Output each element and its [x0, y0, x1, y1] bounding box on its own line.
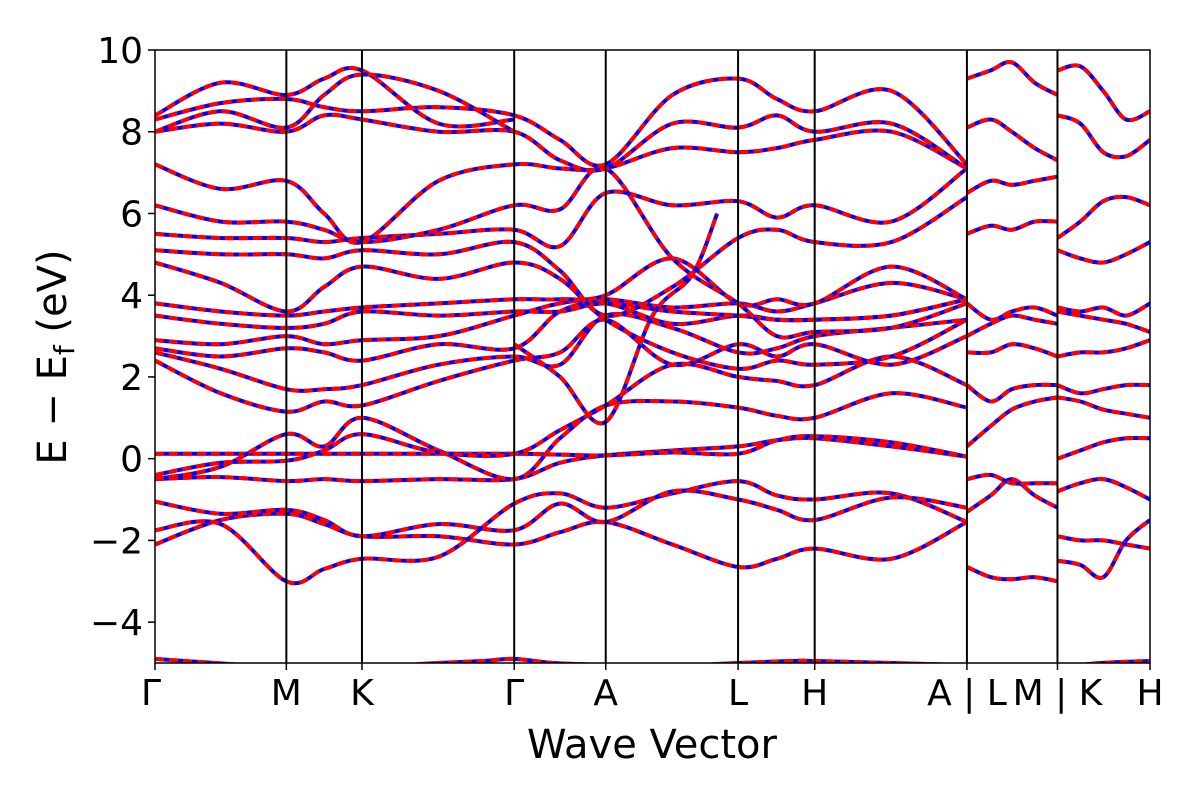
band-37-spin-up	[1056, 476, 1150, 502]
band-44-spin-down	[1056, 240, 1150, 265]
band-35-spin-down	[1057, 518, 1150, 580]
band-30-spin-down	[965, 301, 1059, 322]
band-18-spin-down	[155, 112, 968, 173]
band-16-spin-down	[155, 165, 968, 340]
band-24-spin-down	[965, 477, 1059, 514]
x-tick-label-3: Γ	[504, 673, 524, 714]
x-tick-label-9: H	[1136, 673, 1163, 714]
y-tick-label-4: 4	[120, 276, 143, 317]
band-26-spin-down	[965, 395, 1058, 448]
y-axis-label-main: E − E	[30, 355, 76, 465]
band-45-spin-down	[1056, 194, 1150, 240]
band-40-spin-down	[1056, 382, 1150, 396]
band-23-spin-down	[966, 565, 1058, 584]
band-42-spin-down	[1057, 309, 1150, 334]
x-tick-label-8: M | K	[1013, 673, 1104, 714]
band-20-spin-up	[155, 65, 515, 129]
band-29-spin-down	[965, 313, 1058, 338]
band-8-spin-down	[155, 311, 968, 393]
band-46-spin-down	[1056, 113, 1150, 160]
x-tick-label-4: A	[593, 673, 618, 714]
band-17-spin-up	[155, 128, 968, 245]
band-2-spin-down	[155, 488, 968, 539]
y-axis-label-sub: f	[48, 344, 81, 355]
x-tick-label-7: A | L	[927, 673, 1007, 714]
band-7-spin-down	[155, 317, 968, 414]
band-3-spin-down	[155, 435, 968, 484]
y-tick-label-7: 10	[97, 31, 143, 72]
x-tick-label-1: M	[271, 673, 302, 714]
x-tick-label-5: L	[728, 673, 748, 714]
band-1-spin-down	[155, 479, 968, 586]
x-tick-label-0: Γ	[141, 673, 161, 714]
band-28-spin-down	[966, 342, 1059, 359]
band-38-spin-down	[1056, 435, 1150, 461]
band-34-spin-down	[966, 59, 1059, 97]
band-19-spin-down	[155, 76, 969, 168]
band-19-spin-up	[155, 76, 969, 168]
band-29-spin-up	[965, 313, 1058, 338]
band-31-spin-down	[966, 219, 1058, 236]
band-12-spin-down	[155, 256, 968, 318]
y-axis-label-unit: (eV)	[30, 249, 76, 345]
band-0-spin-up	[155, 511, 968, 570]
band-43-spin-down	[1057, 301, 1150, 318]
x-tick-label-6: H	[801, 673, 828, 714]
band-12-spin-up	[155, 256, 968, 318]
band-41-spin-down	[1057, 338, 1150, 359]
y-axis-ticks: −4 −2 0 2 4 6 8 10	[90, 31, 155, 644]
band-44-spin-up	[1056, 240, 1150, 265]
band-21-spin-down	[155, 72, 516, 134]
band-39-spin-down	[1057, 395, 1150, 420]
y-axis-label: E − Ef (eV)	[30, 249, 81, 464]
band-11-spin-down	[155, 297, 968, 330]
band-25-spin-down	[966, 472, 1058, 486]
band-4-spin-down	[155, 434, 968, 459]
y-tick-label-5: 6	[120, 194, 143, 235]
band-17-spin-down	[155, 128, 968, 245]
band-36-spin-down	[1057, 534, 1150, 551]
band-20-spin-down	[155, 65, 515, 129]
band-14-spin-down	[155, 195, 968, 318]
x-tick-label-2: K	[350, 673, 375, 714]
band-27-spin-down	[965, 382, 1058, 404]
kpoint-lines	[285, 50, 1059, 663]
band-lines	[155, 59, 1150, 663]
y-tick-label-3: 2	[120, 358, 143, 399]
y-tick-label-2: 0	[120, 440, 143, 481]
band-32-spin-down	[965, 174, 1058, 195]
band-37-spin-down	[1056, 476, 1150, 502]
band-33-spin-down	[966, 117, 1059, 163]
band-15-spin-down	[155, 166, 969, 250]
y-tick-label-6: 8	[120, 113, 143, 154]
y-tick-label-0: −4	[90, 603, 143, 644]
band-26-spin-up	[965, 395, 1058, 448]
band-5-spin-down	[155, 391, 968, 482]
band-22-spin-down	[513, 212, 720, 426]
band-13-spin-down	[155, 260, 968, 371]
x-axis-label: Wave Vector	[527, 722, 778, 768]
band-6-spin-down	[155, 354, 968, 477]
band-6-spin-up	[155, 354, 968, 477]
band-35-spin-up	[1057, 518, 1150, 580]
plot-frame	[154, 49, 1151, 664]
band-47-spin-down	[1056, 63, 1150, 123]
y-tick-label-1: −2	[90, 521, 143, 562]
band-0-spin-down	[155, 511, 968, 570]
